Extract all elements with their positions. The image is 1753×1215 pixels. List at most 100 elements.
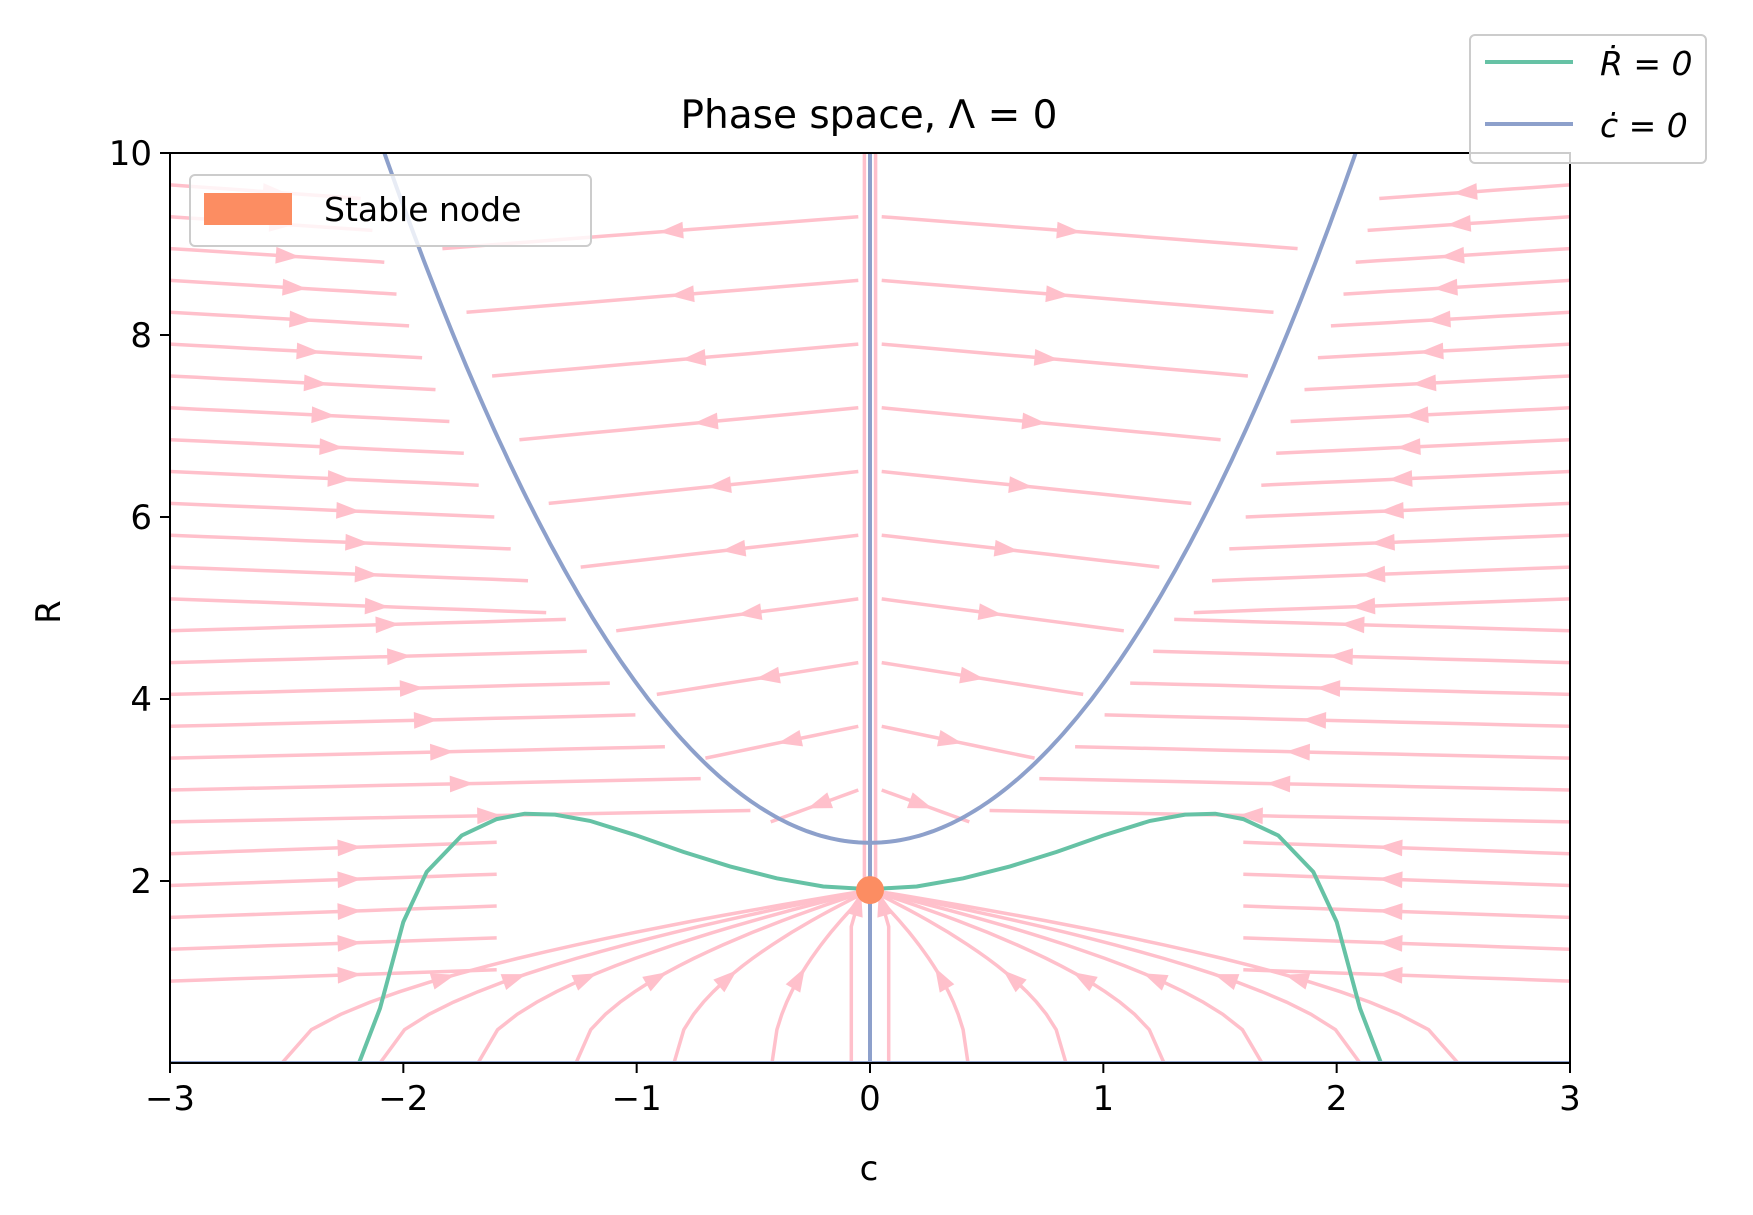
streamline [170,374,436,392]
streamline-arrow [877,892,894,918]
streamline-arrow [659,221,684,239]
streamline [170,342,423,360]
streamline-arrow [477,807,502,825]
streamline-arrow [1453,183,1478,200]
streamline [873,153,891,1063]
streamline-arrow [1328,648,1353,666]
streamline-arrow [1351,597,1376,615]
streamline-arrow [1284,973,1311,990]
y-tick-label: 4 [130,680,152,720]
streamline-arrow [1378,903,1403,920]
streamline [491,342,859,378]
streamline [170,617,566,633]
streamline [869,888,1166,1063]
streamline-arrow [375,616,400,634]
streamline [170,967,497,983]
streamline-arrow [1302,711,1327,729]
streamline-arrow [846,892,863,918]
streamline [1211,565,1570,583]
streamline-arrow [1033,349,1059,366]
streamline [1243,936,1570,952]
streamline [1245,501,1570,519]
streamline [170,469,479,487]
streamline-arrow [337,966,362,984]
streamline-arrow [1213,974,1240,990]
streamline [170,565,529,583]
streamlines [170,153,1570,1063]
streamline [881,406,1221,442]
legend-stable-node: Stable node [189,174,592,247]
streamline [849,153,867,1063]
y-axis-label: R [29,600,69,624]
streamline-arrow [345,533,370,551]
streamline-arrow [571,973,597,991]
streamline-arrow [1056,221,1081,239]
streamline-arrow [1419,342,1444,360]
streamline [170,936,497,952]
streamline [170,713,636,729]
streamline-arrow [1388,470,1413,487]
legend-label-cdot: ċ = 0 [1600,106,1688,145]
streamline-arrow [959,666,985,684]
streamline [881,469,1192,506]
streamline-arrow [430,743,455,761]
streamline-arrow [977,603,1003,620]
streamline-arrow [935,967,955,993]
streamline-arrow [993,539,1019,557]
streamline-arrow [354,565,379,583]
streamline-arrow [337,871,362,889]
streamline [869,888,1362,1063]
legend-box [1469,34,1707,164]
streamline [580,533,859,569]
streamline-arrow [1266,775,1291,793]
x-tick-label: 3 [1559,1079,1581,1119]
streamline-arrow [1021,412,1047,430]
streamline-arrow [693,412,719,430]
streamline [378,888,871,1063]
streamline-arrow [1446,215,1472,232]
legend-label-Rdot: Ṙ = 0 [1600,44,1693,83]
streamline-arrow [777,729,803,747]
streamline-arrow [449,775,474,793]
streamline-arrow [1378,966,1403,984]
streamline [1243,904,1570,920]
stable-node-point [856,876,884,905]
streamline [672,888,871,1063]
streamline-arrow [721,539,747,557]
streamline-arrow [500,974,527,990]
streamline-arrow [1379,501,1404,519]
streamline [170,872,497,888]
streamline [1243,840,1570,856]
streamline-arrow [289,310,314,328]
streamline-arrow [429,973,456,990]
streamline-arrow [755,666,781,684]
streamline-arrow [906,792,933,809]
streamline [1243,967,1570,983]
streamline-arrow [1045,285,1070,303]
streamline [1261,469,1570,487]
streamline [170,681,610,697]
streamline [170,501,495,519]
streamline-arrow [1411,374,1437,392]
x-tick-label: 1 [1093,1079,1115,1119]
y-tick-label: 6 [130,498,152,538]
streamline [548,469,859,506]
x-tick-label: 0 [859,1079,881,1119]
streamline [1276,437,1570,456]
streamline-arrow [937,729,963,747]
streamline [881,533,1160,569]
streamline [1039,776,1570,792]
streamline-arrow [1396,438,1421,455]
x-tick-label: −3 [145,1079,195,1119]
streamline [1075,745,1570,760]
streamline-arrow [319,438,344,455]
streamline [1317,342,1570,360]
streamline [519,406,859,442]
streamline-arrow [1440,246,1465,264]
streamline-arrow [337,903,362,920]
streamline-arrow [311,406,336,424]
streamline-arrow [681,349,707,366]
streamline [170,745,665,760]
y-tick-label: 8 [130,316,152,356]
